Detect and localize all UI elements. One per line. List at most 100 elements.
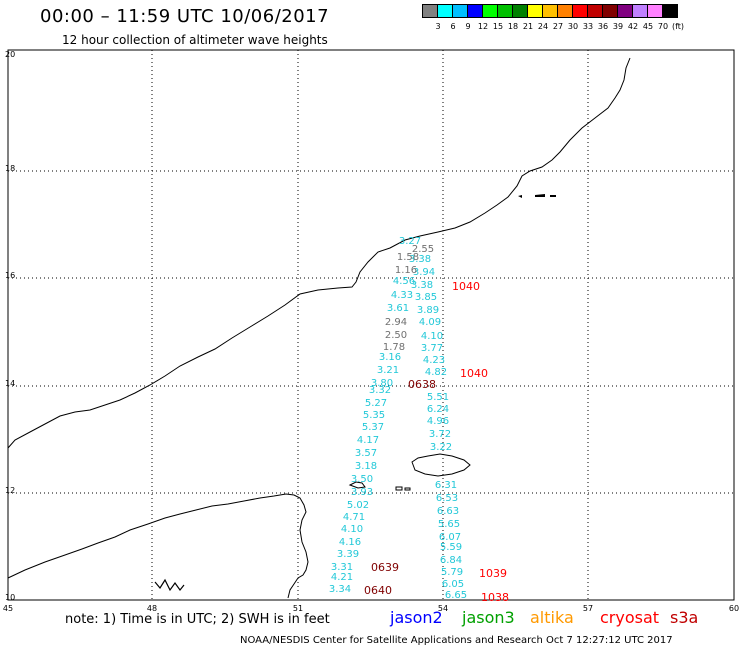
swh-value-label: 4.56	[393, 276, 415, 287]
swh-value-label: 4.21	[331, 572, 353, 583]
swh-value-label: 5.02	[347, 500, 369, 511]
island	[518, 195, 522, 198]
swh-value-label: 3.93	[351, 487, 373, 498]
swh-value-label: 4.33	[391, 290, 413, 301]
x-tick-label: 57	[583, 604, 593, 613]
legend-label: 42	[627, 22, 639, 31]
swh-value-label: 4.96	[427, 416, 449, 427]
pass-time-label: 0638	[408, 378, 436, 391]
legend-label: 24	[537, 22, 549, 31]
socotra-island	[411, 453, 471, 477]
legend-label: 39	[612, 22, 624, 31]
arabian-coastline	[7, 57, 631, 449]
swh-value-label: 3.22	[430, 442, 452, 453]
swh-value-label: 5.65	[438, 519, 460, 530]
x-tick-label: 48	[147, 604, 157, 613]
small-island	[395, 486, 403, 491]
satellite-name: jason3	[462, 608, 515, 627]
x-tick-label: 60	[729, 604, 739, 613]
legend-label: (ft)	[671, 22, 685, 31]
swh-value-label: 6.07	[439, 532, 461, 543]
swh-value-label: 2.55	[412, 244, 434, 255]
swh-value-label: 3.32	[369, 385, 391, 396]
swh-value-label: 3.27	[399, 236, 421, 247]
y-tick-label: 20	[5, 50, 15, 59]
swh-value-label: 6.24	[427, 404, 449, 415]
pass-time-label: 1040	[460, 367, 488, 380]
small-island	[348, 481, 366, 489]
swh-value-label: 1.16	[395, 265, 417, 276]
y-tick-label: 12	[5, 486, 15, 495]
satellite-name: altika	[530, 608, 574, 627]
legend-label: 6	[450, 22, 456, 31]
map-title: 00:00 – 11:59 UTC 10/06/2017	[40, 6, 330, 27]
x-tick-label: 51	[293, 604, 303, 613]
swh-value-label: 6.63	[437, 506, 459, 517]
satellite-name: jason2	[390, 608, 443, 627]
legend-label: 18	[507, 22, 519, 31]
swh-value-label: 3.80	[371, 378, 393, 389]
legend-label: 3	[435, 22, 441, 31]
y-tick-label: 18	[5, 164, 15, 173]
swh-value-label: 3.38	[411, 280, 433, 291]
pass-time-label: 1038	[481, 591, 509, 604]
swh-value-label: 3.77	[421, 343, 443, 354]
swh-value-label: 6.84	[440, 555, 462, 566]
swh-value-label: 5.27	[365, 398, 387, 409]
swh-value-label: 3.57	[355, 448, 377, 459]
swh-value-label: 4.10	[421, 331, 443, 342]
satellite-name: cryosat	[600, 608, 660, 627]
y-tick-label: 10	[5, 593, 15, 602]
legend-label: 30	[567, 22, 579, 31]
legend-label: 12	[477, 22, 489, 31]
swh-value-label: 6.31	[435, 480, 457, 491]
swh-value-label: 1.78	[383, 342, 405, 353]
legend-label: 9	[465, 22, 471, 31]
credit-line: NOAA/NESDIS Center for Satellite Applica…	[240, 635, 673, 646]
legend-label: 36	[597, 22, 609, 31]
legend-swatch	[662, 4, 678, 18]
swh-value-label: 4.71	[343, 512, 365, 523]
island	[550, 195, 556, 197]
x-tick-label: 54	[438, 604, 448, 613]
legend-label: 15	[492, 22, 504, 31]
swh-value-label: 4.16	[339, 537, 361, 548]
swh-value-label: 5.37	[362, 422, 384, 433]
wave-height-color-legend	[422, 4, 678, 18]
swh-value-label: 2.50	[385, 330, 407, 341]
swh-value-label: 1.58	[397, 252, 419, 263]
swh-value-label: 5.51	[427, 392, 449, 403]
x-tick-label: 45	[3, 604, 13, 613]
african-coastline	[7, 493, 309, 599]
swh-value-label: 3.72	[429, 429, 451, 440]
legend-label: 33	[582, 22, 594, 31]
swh-value-label: 3.85	[415, 292, 437, 303]
legend-label: 21	[522, 22, 534, 31]
swh-value-label: 3.31	[331, 562, 353, 573]
swh-value-label: 6.05	[442, 579, 464, 590]
map-frame	[7, 49, 735, 601]
pass-time-label: 1039	[479, 567, 507, 580]
legend-label: 27	[552, 22, 564, 31]
island-cluster	[154, 578, 185, 592]
swh-value-label: 3.38	[409, 254, 431, 265]
swh-value-label: 4.82	[425, 367, 447, 378]
swh-value-label: 5.59	[440, 542, 462, 553]
swh-value-label: 3.39	[337, 549, 359, 560]
swh-value-label: 4.17	[357, 435, 379, 446]
pass-time-label: 0639	[371, 561, 399, 574]
swh-value-label: 3.34	[329, 584, 351, 595]
map-subtitle: 12 hour collection of altimeter wave hei…	[62, 33, 328, 47]
y-tick-label: 14	[5, 379, 15, 388]
swh-value-label: 3.18	[355, 461, 377, 472]
swh-value-label: 5.35	[363, 410, 385, 421]
swh-value-label: 5.79	[441, 567, 463, 578]
swh-value-label: 3.94	[413, 267, 435, 278]
satellite-name: s3a	[670, 608, 699, 627]
swh-value-label: 4.23	[423, 355, 445, 366]
swh-value-label: 3.50	[351, 474, 373, 485]
small-island	[404, 487, 411, 491]
swh-value-label: 6.53	[436, 493, 458, 504]
